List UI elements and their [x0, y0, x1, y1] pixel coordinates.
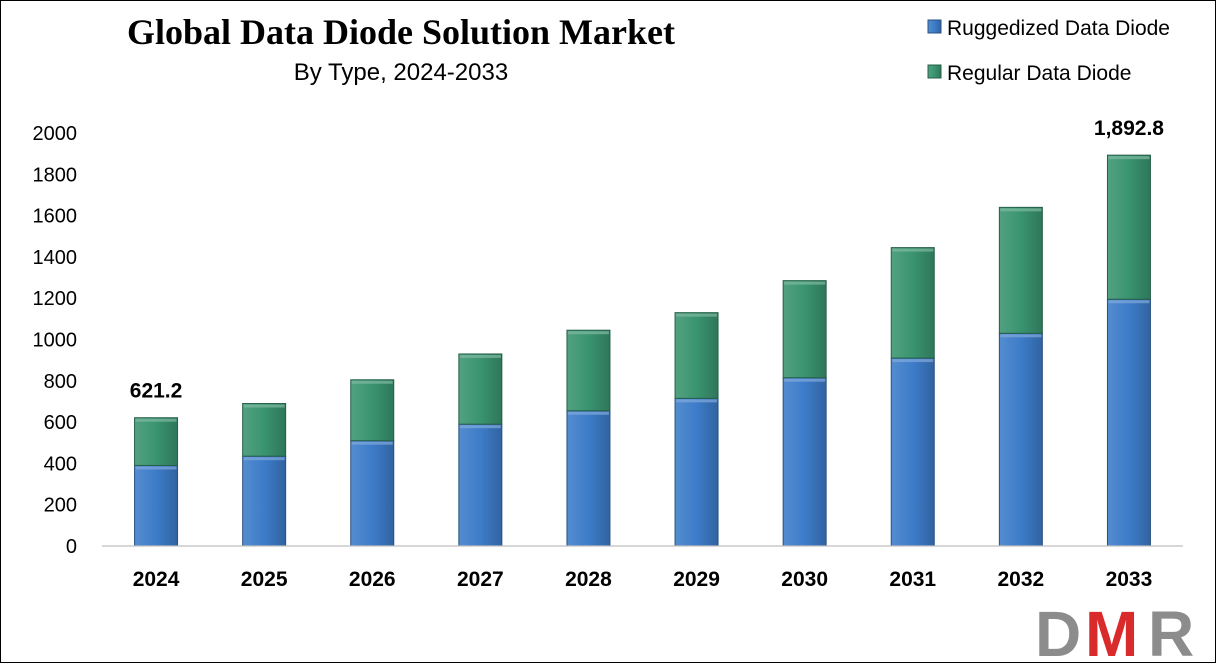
- logo-letter: D: [1035, 598, 1081, 664]
- y-tick-label: 0: [66, 536, 77, 558]
- y-tick-label: 800: [44, 371, 77, 393]
- bar-ruggedized-2032: [998, 332, 1043, 547]
- bar-ruggedized-2027: [458, 423, 503, 547]
- y-tick-label: 1800: [33, 164, 78, 186]
- legend: Ruggedized Data Diode Regular Data Diode: [927, 17, 1170, 85]
- x-tick-label: 2028: [565, 568, 612, 591]
- x-tick-label: 2024: [133, 568, 180, 591]
- bar-regular-2024: [134, 417, 179, 466]
- chart-title: Global Data Diode Solution Market: [127, 12, 675, 52]
- logo-letter: M: [1085, 598, 1138, 664]
- bar-highlight: [135, 418, 177, 422]
- bar-regular-2026: [350, 379, 395, 442]
- bars: [134, 154, 1151, 547]
- y-tick-label: 1000: [33, 330, 78, 352]
- data-label-2024: 621.2: [130, 380, 183, 403]
- bar-ruggedized-2025: [242, 455, 287, 547]
- y-tick-label: 600: [44, 412, 77, 434]
- chart-subtitle: By Type, 2024-2033: [294, 59, 508, 86]
- x-tick-label: 2030: [781, 568, 828, 591]
- x-tick-label: 2027: [457, 568, 504, 591]
- bar-highlight: [351, 441, 393, 445]
- bar-highlight: [1108, 156, 1150, 160]
- y-tick-label: 400: [44, 453, 77, 475]
- bar-highlight: [892, 248, 934, 252]
- legend-label-regular: Regular Data Diode: [947, 62, 1131, 85]
- bar-ruggedized-2028: [566, 410, 611, 547]
- x-axis: 2024 2025 2026 2027 2028 2029 2030 2031 2032 2033: [102, 545, 1183, 591]
- x-tick-label: 2033: [1106, 568, 1153, 591]
- bar-regular-2028: [566, 329, 611, 412]
- data-label-2033: 1,892.8: [1094, 117, 1164, 140]
- bar-highlight: [243, 457, 285, 461]
- x-tick-label: 2026: [349, 568, 396, 591]
- bar-highlight: [676, 399, 718, 403]
- y-tick-label: 1400: [33, 247, 78, 269]
- legend-label-ruggedized: Ruggedized Data Diode: [947, 17, 1170, 40]
- bar-highlight: [459, 425, 501, 429]
- x-tick-label: 2032: [997, 568, 1044, 591]
- x-tick-label: 2031: [889, 568, 936, 591]
- bar-regular-2029: [674, 312, 719, 399]
- y-tick-label: 2000: [33, 123, 78, 145]
- bar-highlight: [892, 359, 934, 363]
- bar-ruggedized-2024: [134, 464, 179, 547]
- bar-regular-2027: [458, 353, 503, 425]
- bar-regular-2025: [242, 403, 287, 457]
- bar-regular-2030: [782, 280, 827, 379]
- bar-highlight: [567, 411, 609, 415]
- data-labels: 621.2 1,892.8: [130, 117, 1165, 403]
- bar-highlight: [676, 313, 718, 317]
- x-tick-label: 2029: [673, 568, 720, 591]
- y-tick-label: 1200: [33, 288, 78, 310]
- bar-regular-2032: [998, 206, 1043, 334]
- bar-ruggedized-2029: [674, 397, 719, 547]
- y-tick-label: 1600: [33, 206, 78, 228]
- bar-highlight: [1000, 208, 1042, 212]
- bar-highlight: [135, 466, 177, 470]
- bar-regular-2031: [890, 247, 935, 359]
- bar-highlight: [351, 380, 393, 384]
- logo-letter: R: [1148, 598, 1194, 664]
- y-tick-label: 200: [44, 495, 77, 517]
- bar-ruggedized-2026: [350, 440, 395, 547]
- legend-swatch-ruggedized: [927, 19, 942, 34]
- bar-ruggedized-2033: [1106, 298, 1151, 547]
- bar-highlight: [784, 281, 826, 285]
- bar-highlight: [243, 404, 285, 408]
- y-axis: 0 200 400 600 800 1000 1200 1400 1600 1800 2000: [33, 123, 78, 558]
- bar-highlight: [1000, 334, 1042, 338]
- bar-highlight: [1108, 300, 1150, 304]
- bar-highlight: [784, 378, 826, 382]
- bar-ruggedized-2031: [890, 357, 935, 547]
- x-tick-label: 2025: [241, 568, 288, 591]
- bar-highlight: [459, 354, 501, 358]
- bar-highlight: [567, 331, 609, 335]
- legend-swatch-regular: [927, 64, 942, 79]
- bar-regular-2033: [1106, 154, 1151, 300]
- bar-ruggedized-2030: [782, 377, 827, 547]
